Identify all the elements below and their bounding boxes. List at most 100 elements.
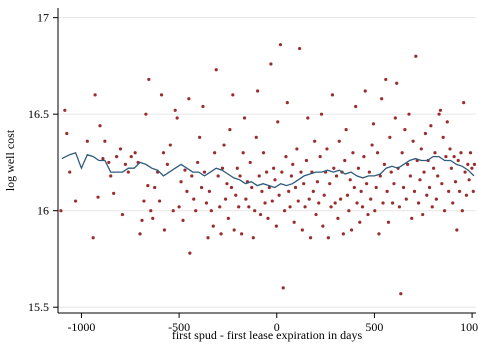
scatter-point [304,158,309,163]
scatter-point [414,54,418,58]
scatter-point [352,185,356,190]
scatter-point [299,170,303,174]
scatter-point [347,209,351,213]
scatter-point [231,93,235,97]
scatter-point [288,205,292,209]
scatter-point [123,162,127,166]
scatter-point [385,189,389,193]
scatter-point [183,168,187,172]
scatter-point [253,209,257,213]
scatter-point [206,236,210,240]
scatter-point [464,193,469,197]
scatter-point [276,120,280,124]
scatter-point [444,155,448,159]
scatter-point [161,151,166,155]
scatter-point [73,199,78,203]
scatter-point [91,236,95,240]
scatter-point [270,199,274,203]
scatter-point [427,185,432,190]
scatter-point [140,218,144,222]
scatter-point [96,195,100,199]
scatter-point [311,189,315,193]
scatter-point [65,131,69,136]
scatter-point [129,155,133,159]
scatter-point [345,193,350,197]
scatter-point [356,166,361,170]
scatter-point [404,197,408,201]
scatter-point [250,185,254,190]
scatter-point [287,189,291,193]
scatter-point [403,128,407,132]
scatter-point [241,151,245,155]
scatter-point [153,185,157,190]
scatter-point [400,151,404,155]
scatter-point [248,160,252,165]
scatter-point [375,151,380,155]
scatter-point [173,108,177,112]
scatter-point [112,191,116,195]
scatter-point [392,182,396,186]
scatter-point [325,147,329,151]
scatter-point [307,197,311,201]
scatter-point [406,162,410,166]
scatter-point [329,205,333,209]
scatter-point [237,205,241,209]
scatter-point [367,170,371,174]
scatter-point [440,182,444,186]
scatter-point [386,220,391,224]
scatter-point [354,104,358,109]
scatter-point [269,62,273,66]
scatter-point [162,228,167,232]
scatter-point [185,189,189,193]
scatter-point [395,81,399,85]
scatter-point [292,220,296,224]
scatter-point [339,197,343,201]
scatter-point [142,199,146,203]
scatter-point [159,93,164,97]
scatter-point [258,212,263,217]
scatter-point [421,212,425,217]
scatter-point [177,205,181,209]
scatter-point [295,147,299,151]
scatter-point [463,170,467,174]
scatter-point [222,143,226,147]
scatter-point [151,216,155,221]
scatter-point [410,216,414,221]
scatter-point [355,201,359,205]
scatter-point [157,199,162,203]
scatter-point [171,209,175,213]
scatter-point [240,232,244,236]
scatter-point [209,209,213,213]
scatter-point [238,174,242,178]
scatter-point [272,166,276,170]
scatter-point [369,197,373,201]
scatter-point [452,155,456,159]
scatter-point [219,232,223,236]
scatter-point [462,100,466,105]
scatter-point [107,160,111,165]
scatter-point [314,212,318,217]
scatter-point [289,174,294,178]
scatter-point [332,166,336,170]
scatter-point [179,180,183,184]
scatter-point [228,128,232,132]
scatter-point [389,170,393,174]
scatter-point [223,197,228,201]
scatter-point [416,201,421,205]
scatter-point [456,158,460,163]
scatter-point [468,151,473,155]
scatter-point [296,199,300,203]
scatter-point [190,174,194,178]
scatter-point [423,131,428,136]
scatter-point [300,228,304,232]
scatter-point [165,162,169,166]
scatter-point [202,170,207,174]
scatter-point [442,209,447,213]
scatter-point [408,174,412,178]
scatter-point [308,236,313,240]
scatter-point [412,189,417,193]
scatter-point [187,97,191,101]
scatter-point [291,162,295,166]
scatter-point [175,116,179,120]
scatter-point [244,197,248,201]
